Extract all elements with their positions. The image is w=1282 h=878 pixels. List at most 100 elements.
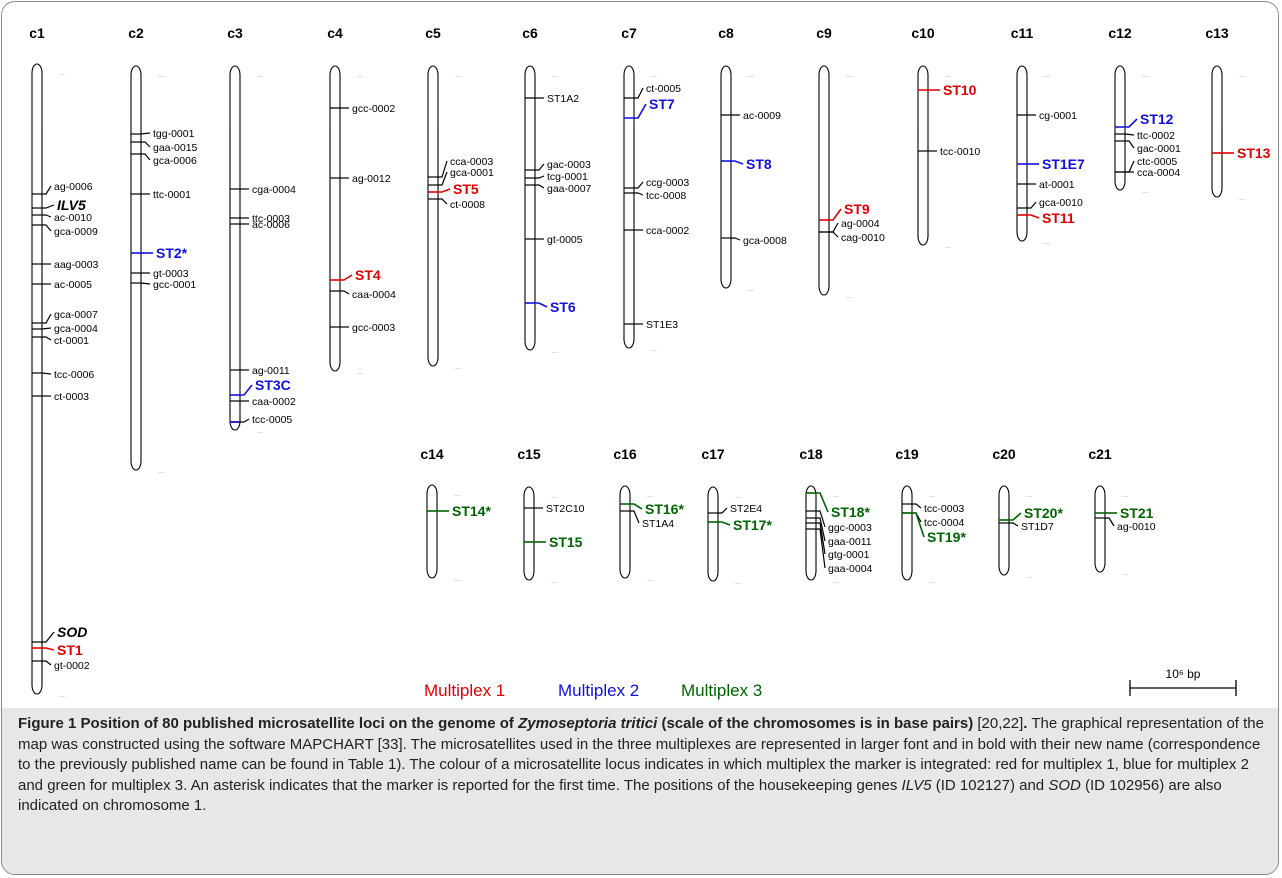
legend-multiplex-2: Multiplex 2 (558, 681, 639, 700)
chromosome-c2-label: c2 (128, 25, 144, 41)
locus-ttc-0002-label: ttc-0002 (1137, 130, 1175, 142)
chromosome-c8-label: c8 (718, 25, 734, 41)
chromosome-c16-end-mark-bottom: — (647, 578, 653, 584)
locus-aag-0003-label: aag-0003 (54, 259, 99, 271)
chromosome-c11-body (1016, 65, 1028, 242)
locus-st1a4-label: ST1A4 (642, 518, 674, 530)
locus-tcc-0005-label: tcc-0005 (252, 414, 292, 426)
locus-st19-star-connector (912, 512, 925, 538)
chromosome-c13-end-mark-bottom: — (1239, 197, 1245, 203)
locus-st2e4-label: ST2E4 (730, 503, 762, 515)
chromosome-c18-label: c18 (799, 446, 823, 462)
caption-gene-sod: SOD (1048, 776, 1081, 794)
locus-st19-star-label: ST19* (927, 529, 966, 545)
caption-body-a: The graphical representation of the map … (18, 715, 1264, 794)
locus-st9-label: ST9 (844, 201, 870, 217)
locus-ct-0008-connector (438, 198, 448, 205)
locus-cga-0004-label: cga-0004 (252, 184, 296, 196)
chromosome-c1-end-mark-top: — (59, 72, 65, 78)
chromosome-c20-end-mark-bottom: — (1026, 575, 1032, 581)
locus-gca-0010-label: gca-0010 (1039, 197, 1083, 209)
locus-gaa-0007-connector (535, 184, 545, 189)
chromosome-c5-end-mark-top: — (455, 74, 461, 80)
chromosome-c9-label: c9 (816, 25, 832, 41)
locus-gaa-0004-label: gaa-0004 (828, 563, 873, 575)
chromosome-c6-label: c6 (522, 25, 538, 41)
locus-cca-0002-label: cca-0002 (646, 225, 689, 237)
chromosome-c1-label: c1 (29, 25, 45, 41)
chromosome-c13-body (1211, 65, 1223, 198)
chromosome-c19-body (901, 485, 913, 581)
chromosome-c8-end-mark-top: — (748, 74, 754, 80)
locus-st17-star-connector (718, 521, 731, 526)
locus-tcc-0006-label: tcc-0006 (54, 369, 94, 381)
locus-st12-label: ST12 (1140, 111, 1174, 127)
legend-multiplex-1: Multiplex 1 (424, 681, 505, 700)
chromosome-c8-end-mark-bottom: — (748, 288, 754, 294)
locus-ct-0003-label: ct-0003 (54, 391, 89, 403)
locus-cg-0001-label: cg-0001 (1039, 110, 1077, 122)
locus-gca-0006-label: gca-0006 (153, 155, 197, 167)
chromosome-c20-body (998, 485, 1010, 576)
chromosome-c14-body (426, 484, 438, 579)
chromosome-c4-end-mark-top: — (357, 74, 363, 80)
chromosome-c11-end-mark-bottom: — (1044, 241, 1050, 247)
locus-tcc-0008-connector (634, 192, 644, 196)
locus-tcc-0003-label: tcc-0003 (924, 503, 964, 515)
locus-st8-connector (731, 160, 744, 165)
locus-caa-0002-label: caa-0002 (252, 396, 296, 408)
locus-tcc-0004-label: tcc-0004 (924, 517, 964, 529)
locus-st1d7-label: ST1D7 (1021, 521, 1054, 533)
caption-title-b: (scale of the chromosomes is in base pai… (657, 715, 974, 732)
locus-ctc-0005-connector (1125, 160, 1135, 173)
chromosome-c14-end-mark-top: — (454, 493, 460, 499)
chromosome-c2-body (130, 65, 142, 471)
chromosome-c12-body (1114, 65, 1126, 191)
locus-ag-0006-connector (42, 185, 52, 195)
locus-tcc-0006-connector (41, 372, 52, 375)
locus-gca-0010-connector (1027, 201, 1037, 209)
locus-st1-label: ST1 (57, 642, 83, 658)
locus-gca-0001-connector (438, 171, 448, 186)
locus-ag-0004-label: ag-0004 (841, 218, 880, 230)
locus-st1d7-connector (1009, 522, 1019, 527)
caption-title-a: Figure 1 Position of 80 published micros… (18, 715, 519, 732)
locus-ac-0006-label: ac-0006 (252, 219, 290, 231)
locus-gca-0006-connector (141, 153, 151, 161)
chromosome-c16-body (619, 485, 631, 579)
locus-st16-star-connector (630, 503, 643, 510)
chromosome-c10-end-mark-bottom: — (945, 245, 951, 251)
locus-ggc-0003-label: ggc-0003 (828, 522, 872, 534)
locus-gca-0004-connector (41, 327, 52, 330)
chromosome-c18-end-mark-top: — (833, 494, 839, 500)
chromosome-c21-end-mark-top: — (1122, 494, 1128, 500)
chromosome-c7-end-mark-top: — (651, 74, 657, 80)
locus-st8-label: ST8 (746, 156, 772, 172)
chromosome-c20-end-mark-top: — (1026, 494, 1032, 500)
chromosome-c4-label: c4 (327, 25, 343, 41)
caption-body-c: (ID 102956) are also indicated on chromo… (18, 776, 1222, 815)
chromosome-c21-end-mark-bottom: — (1122, 572, 1128, 578)
chromosome-c17-end-mark-bottom: — (735, 581, 741, 587)
locus-gca-0008-connector (731, 237, 741, 241)
caption-gene-ilv5: ILV5 (901, 776, 932, 794)
locus-ct-0005-connector (634, 87, 644, 99)
locus-tcc-0010-label: tcc-0010 (940, 146, 980, 158)
chromosome-c20-label: c20 (992, 446, 1016, 462)
chromosome-c7-end-mark-bottom: — (651, 348, 657, 354)
locus-gaa-0015-connector (141, 141, 151, 148)
locus-st12-connector (1125, 118, 1138, 128)
chromosome-c5-end-mark-bottom: — (455, 366, 461, 372)
locus-gca-0004-label: gca-0004 (54, 323, 98, 335)
chromosome-c6-end-mark-bottom: — (552, 350, 558, 356)
chromosome-c2-end-mark-bottom: — (158, 470, 164, 476)
locus-gaa-0015-label: gaa-0015 (153, 142, 198, 154)
chromosome-c10-body (917, 65, 929, 246)
chromosome-c12-end-mark-top: — (1142, 74, 1148, 80)
locus-gt-0002-label: gt-0002 (54, 660, 90, 672)
locus-ac-0005-label: ac-0005 (54, 279, 92, 291)
locus-gt-0003-label: gt-0003 (153, 268, 189, 280)
locus-gac-0001-label: gac-0001 (1137, 143, 1181, 155)
locus-ilv5-label: ILV5 (57, 197, 86, 213)
